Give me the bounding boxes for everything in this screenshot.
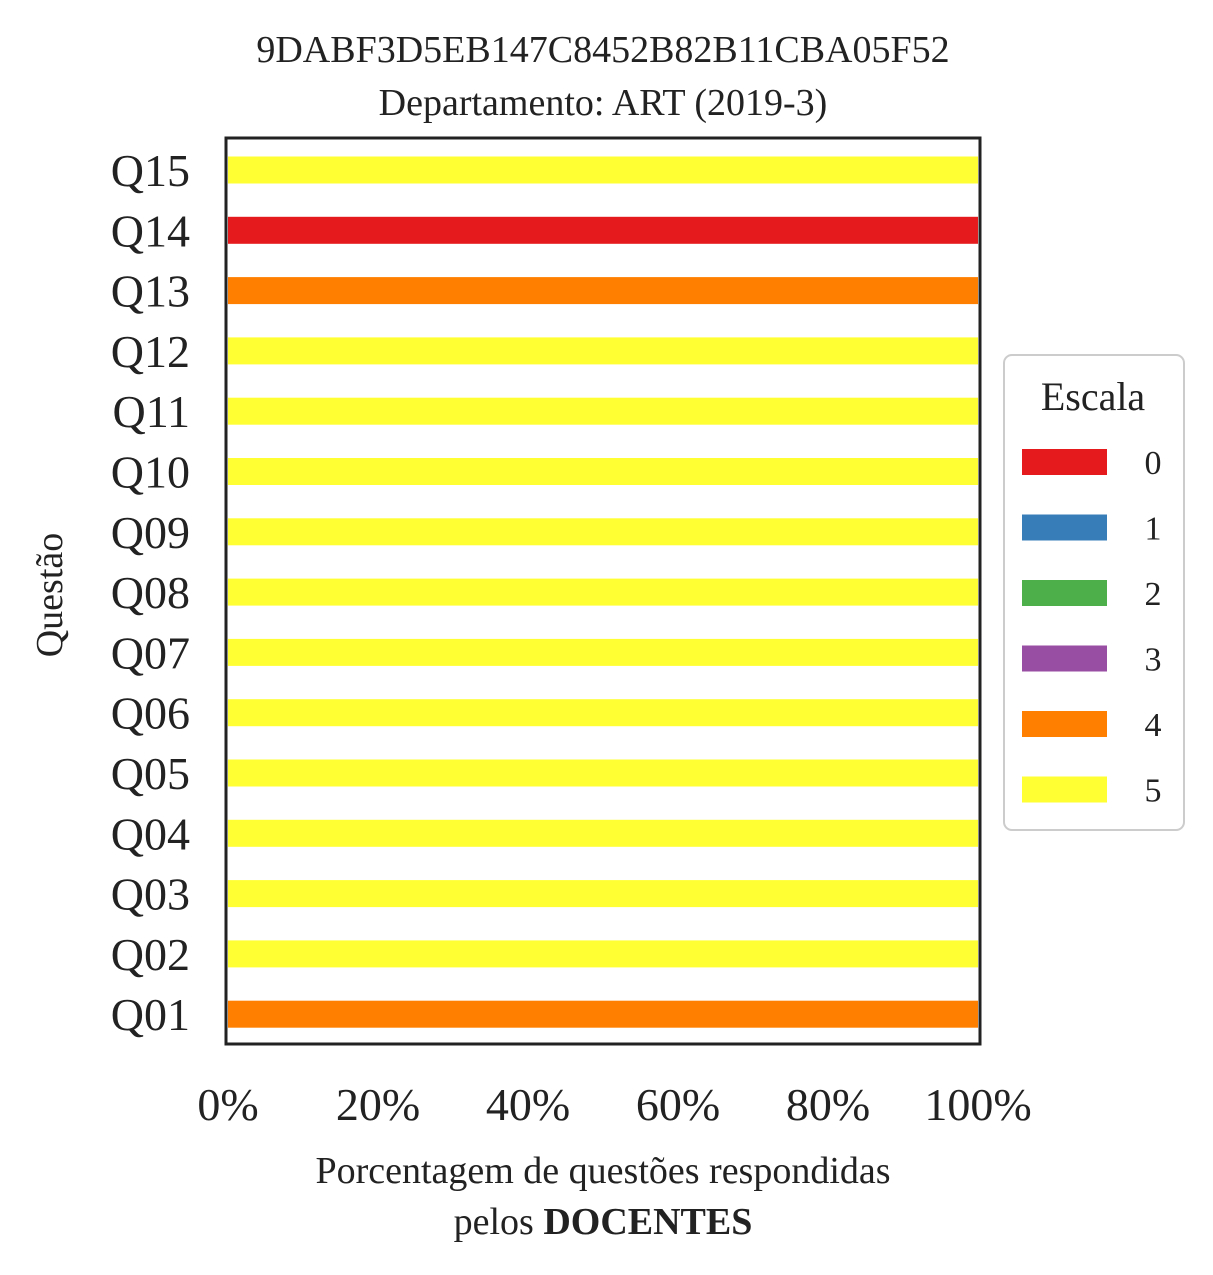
bar-q04-scale-5 [228,819,978,847]
y-tick-label-q05: Q05 [111,748,190,799]
legend-swatch-0 [1022,449,1107,475]
legend: Escala 0 1 2 3 4 5 [1003,354,1185,831]
y-tick-label-q07: Q07 [111,627,190,678]
x-tick-label-20: 20% [336,1079,420,1130]
legend-swatch-2 [1022,580,1107,606]
y-axis-label: Questão [29,533,71,658]
bar-q11-scale-5 [228,397,978,425]
legend-label-4: 4 [1145,707,1162,744]
y-tick-label-q09: Q09 [111,507,190,558]
y-tick-label-q06: Q06 [111,688,190,739]
x-ticks: 0% 20% 40% 60% 80% 100% [197,1079,1031,1130]
bar-q12-scale-5 [228,337,978,365]
y-tick-label-q12: Q12 [111,326,190,377]
bars-group [228,156,978,1028]
bar-q09-scale-5 [228,518,978,546]
x-axis-label-prefix: pelos [454,1201,544,1243]
legend-label-1: 1 [1145,511,1162,548]
x-axis-label-line2: pelos DOCENTES [454,1201,753,1243]
legend-items: 0 1 2 3 4 5 [1022,445,1162,810]
legend-title: Escala [1041,374,1146,419]
bar-q02-scale-5 [228,940,978,968]
y-tick-label-q13: Q13 [111,266,190,317]
y-tick-label-q01: Q01 [111,989,190,1040]
y-tick-label-q14: Q14 [111,205,190,256]
y-tick-label-q02: Q02 [111,929,190,980]
y-tick-label-q08: Q08 [111,567,190,618]
x-tick-label-0: 0% [197,1079,258,1130]
bar-q14-scale-0 [228,216,978,244]
y-tick-label-q04: Q04 [111,808,190,859]
bar-q03-scale-5 [228,880,978,908]
bar-q15-scale-5 [228,156,978,184]
bar-q05-scale-5 [228,759,978,787]
y-tick-label-q10: Q10 [111,447,190,498]
legend-label-3: 3 [1145,642,1162,679]
x-tick-label-40: 40% [486,1079,570,1130]
bar-q08-scale-5 [228,578,978,606]
y-tick-label-q11: Q11 [112,386,190,437]
y-ticks: Q01 Q02 Q03 Q04 Q05 Q06 Q07 Q08 Q09 Q10 Q11 Q12 Q13 Q… [111,145,190,1040]
legend-label-2: 2 [1145,576,1162,613]
legend-label-5: 5 [1145,773,1162,810]
legend-swatch-3 [1022,645,1107,672]
x-tick-label-60: 60% [636,1079,720,1130]
plot-frame [224,136,982,1046]
chart-title: 9DABF3D5EB147C8452B82B11CBA05F52 [256,29,949,71]
bar-q01-scale-4 [228,1000,978,1028]
x-axis-label-bold: DOCENTES [543,1201,752,1243]
legend-swatch-4 [1022,711,1107,737]
y-tick-label-q15: Q15 [111,145,190,196]
x-tick-label-80: 80% [786,1079,870,1130]
bar-q06-scale-5 [228,699,978,727]
chart-subtitle: Departamento: ART (2019-3) [379,82,828,124]
x-axis-label-line1: Porcentagem de questões respondidas [315,1150,890,1192]
y-tick-label-q03: Q03 [111,869,190,920]
bar-q10-scale-5 [228,458,978,485]
x-tick-label-100: 100% [924,1079,1031,1130]
bar-q13-scale-4 [228,277,978,305]
legend-swatch-1 [1022,514,1107,541]
bar-q07-scale-5 [228,638,978,666]
legend-label-0: 0 [1145,445,1162,482]
legend-swatch-5 [1022,776,1107,803]
